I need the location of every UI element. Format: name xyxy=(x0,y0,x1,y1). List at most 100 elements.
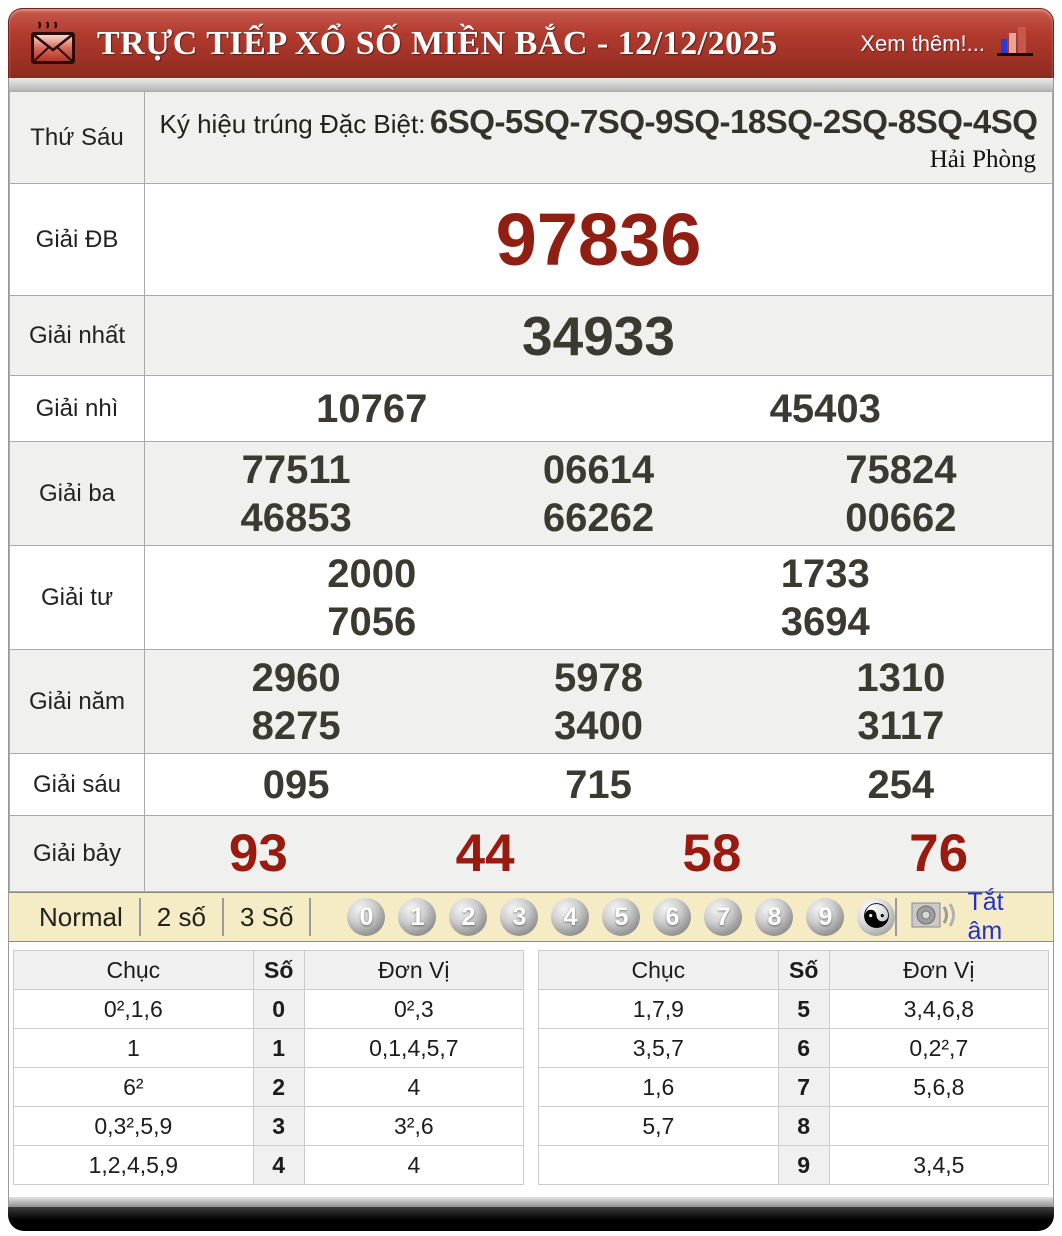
prize-label: Giải sáu xyxy=(9,753,145,816)
separator xyxy=(895,898,898,936)
prize-number: 00662 xyxy=(845,495,957,540)
summary-digit-cell: 3 xyxy=(252,1106,305,1146)
prize-row: Giải ba 77511 06614 75824 46853 66262 00662 xyxy=(9,441,1053,546)
tens-header: Chục xyxy=(13,950,254,990)
prize-row: Giải năm 2960 5978 1310 8275 3400 3117 xyxy=(9,649,1053,754)
envelope-icon[interactable] xyxy=(27,18,83,70)
summary-units-cell: 0,1,4,5,7 xyxy=(303,1028,525,1068)
prize-label: Giải nhất xyxy=(9,295,145,376)
summary-tens-cell: 1 xyxy=(13,1028,254,1068)
separator xyxy=(138,898,141,936)
summary-units-cell: 0,2²,7 xyxy=(828,1028,1050,1068)
ball-0[interactable]: 0 xyxy=(347,898,386,936)
summary-row: 1,7,9 5 3,4,6,8 xyxy=(538,989,1050,1029)
summary-digit-cell: 0 xyxy=(252,989,305,1029)
prize-number: 3400 xyxy=(554,703,643,748)
ball-9[interactable]: 9 xyxy=(806,898,845,936)
prize-number: 254 xyxy=(867,762,935,807)
units-header: Đơn Vị xyxy=(828,950,1050,990)
prize-number: 715 xyxy=(565,762,632,807)
summary-units-cell: 5,6,8 xyxy=(828,1067,1050,1107)
summary-units-cell: 3²,6 xyxy=(303,1106,525,1146)
prize-number: 10767 xyxy=(316,386,428,431)
summary-row: 0²,1,6 0 0²,3 xyxy=(13,989,525,1029)
prize-number: 7056 xyxy=(327,599,417,644)
summary-tens-cell xyxy=(538,1145,779,1185)
summary-digit-cell: 6 xyxy=(777,1028,830,1068)
units-header: Đơn Vị xyxy=(303,950,525,990)
prize-label: Giải năm xyxy=(9,649,145,754)
prize-values: 2000 1733 7056 3694 xyxy=(144,545,1053,650)
summary-digit-cell: 1 xyxy=(252,1028,305,1068)
prize-row: Giải sáu 095 715 254 xyxy=(9,753,1053,816)
prize-number: 1733 xyxy=(780,551,870,596)
symbol-row: Thứ Sáu Ký hiệu trúng Đặc Biệt: 6SQ-5SQ-… xyxy=(9,91,1053,184)
header-bar: TRỰC TIẾP XỔ SỐ MIỀN BẮC - 12/12/2025 Xe… xyxy=(8,8,1054,78)
prize-label: Giải bảy xyxy=(9,815,145,892)
bar-chart-icon[interactable] xyxy=(995,23,1035,64)
summary-row: 1,6 7 5,6,8 xyxy=(538,1067,1050,1107)
summary-digit-cell: 9 xyxy=(777,1145,830,1185)
prize-number: 1310 xyxy=(856,655,946,700)
summary-units-cell: 3,4,6,8 xyxy=(828,989,1050,1029)
summary-row: 5,7 8 xyxy=(538,1106,1050,1146)
yinyang-icon[interactable]: ☯ xyxy=(857,898,896,936)
weekday-label: Thứ Sáu xyxy=(9,91,145,184)
summary-table-left: Chục Số Đơn Vị 0²,1,6 0 0²,3 1 1 0,1,4,5,7 6² 2… xyxy=(13,950,525,1185)
prize-number: 5978 xyxy=(554,655,643,700)
prize-row: Giải nhì 10767 45403 xyxy=(9,375,1053,442)
ball-4[interactable]: 4 xyxy=(551,898,590,936)
prize-number: 58 xyxy=(682,823,742,883)
ball-3[interactable]: 3 xyxy=(500,898,539,936)
summary-units-cell: 0²,3 xyxy=(303,989,525,1029)
summary-digit-cell: 2 xyxy=(252,1067,305,1107)
page-title: TRỰC TIẾP XỔ SỐ MIỀN BẮC - 12/12/2025 xyxy=(97,24,778,62)
symbol-label: Ký hiệu trúng Đặc Biệt: xyxy=(159,108,426,139)
footer-bar xyxy=(8,1207,1054,1231)
summary-tens-cell: 0²,1,6 xyxy=(13,989,254,1029)
summary-tens-cell: 1,6 xyxy=(538,1067,779,1107)
prize-values: 97836 xyxy=(144,183,1053,296)
mode-option-normal[interactable]: Normal xyxy=(39,901,123,932)
prize-number: 3117 xyxy=(857,703,945,748)
prize-number: 93 xyxy=(228,823,288,883)
ball-2[interactable]: 2 xyxy=(449,898,488,936)
province-label: Hải Phòng xyxy=(929,146,1036,174)
summary-row: 1,2,4,5,9 4 4 xyxy=(13,1145,525,1185)
prize-number: 97836 xyxy=(495,197,702,281)
ball-8[interactable]: 8 xyxy=(755,898,794,936)
summary-tens-cell: 1,2,4,5,9 xyxy=(13,1145,254,1185)
speaker-icon xyxy=(911,899,957,936)
footer-divider-strip xyxy=(8,1197,1054,1207)
prize-label: Giải tư xyxy=(9,545,145,650)
prize-row: Giải ĐB 97836 xyxy=(9,183,1053,296)
mode-option-2-số[interactable]: 2 số xyxy=(156,901,206,932)
prize-values: 095 715 254 xyxy=(144,753,1053,816)
ball-7[interactable]: 7 xyxy=(704,898,743,936)
summary-digit-cell: 5 xyxy=(777,989,830,1029)
prize-values: 2960 5978 1310 8275 3400 3117 xyxy=(144,649,1053,754)
summary-digit-cell: 8 xyxy=(777,1106,830,1146)
mute-label: Tắt âm xyxy=(967,888,1004,945)
summary-row: 6² 2 4 xyxy=(13,1067,525,1107)
summary-tens-cell: 0,3²,5,9 xyxy=(13,1106,254,1146)
mute-button[interactable]: Tắt âm xyxy=(911,888,1039,946)
prize-values: 93 44 58 76 xyxy=(144,815,1053,892)
prize-number: 76 xyxy=(909,823,969,883)
pairs-summary: Chục Số Đơn Vị 0²,1,6 0 0²,3 1 1 0,1,4,5,7 6² 2… xyxy=(9,942,1053,1197)
prize-number: 46853 xyxy=(240,495,352,540)
summary-row: 0,3²,5,9 3 3²,6 xyxy=(13,1106,525,1146)
ball-1[interactable]: 1 xyxy=(398,898,437,936)
summary-tens-cell: 5,7 xyxy=(538,1106,779,1146)
prize-row: Giải nhất 34933 xyxy=(9,295,1053,376)
results-table: Thứ Sáu Ký hiệu trúng Đặc Biệt: 6SQ-5SQ-… xyxy=(9,91,1053,892)
prize-label: Giải ĐB xyxy=(9,183,145,296)
summary-row: 3,5,7 6 0,2²,7 xyxy=(538,1028,1050,1068)
prize-values: 34933 xyxy=(144,295,1053,376)
mode-option-3-số[interactable]: 3 Số xyxy=(239,901,294,932)
summary-tens-cell: 3,5,7 xyxy=(538,1028,779,1068)
ball-6[interactable]: 6 xyxy=(653,898,692,936)
summary-row: 9 3,4,5 xyxy=(538,1145,1050,1185)
ball-5[interactable]: 5 xyxy=(602,898,641,936)
see-more-link[interactable]: Xem thêm!... xyxy=(860,30,985,56)
